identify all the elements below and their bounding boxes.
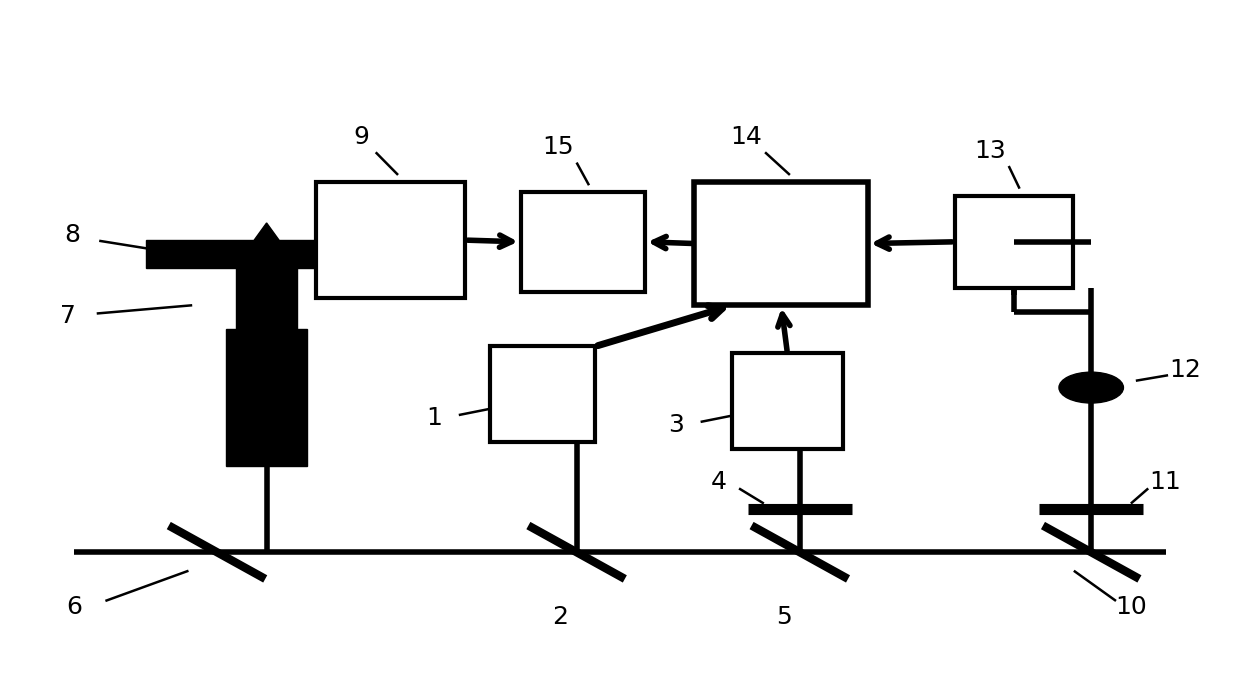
Polygon shape [146, 240, 316, 268]
Polygon shape [236, 268, 296, 329]
Text: 14: 14 [730, 126, 763, 149]
Text: 5: 5 [776, 606, 791, 629]
Text: 12: 12 [1169, 359, 1202, 382]
Text: 4: 4 [712, 470, 727, 493]
Text: 10: 10 [1115, 595, 1147, 619]
Polygon shape [254, 223, 279, 240]
Text: 9: 9 [353, 126, 368, 149]
Text: 15: 15 [542, 136, 574, 159]
Text: 7: 7 [61, 304, 76, 327]
Text: 6: 6 [67, 595, 82, 619]
FancyBboxPatch shape [521, 192, 645, 292]
Text: 11: 11 [1149, 470, 1182, 493]
Text: 8: 8 [64, 223, 79, 246]
FancyBboxPatch shape [955, 196, 1073, 288]
Polygon shape [226, 329, 306, 466]
Text: 1: 1 [427, 407, 441, 430]
Text: 13: 13 [975, 139, 1006, 163]
FancyBboxPatch shape [732, 353, 843, 449]
Text: 2: 2 [553, 606, 568, 629]
FancyBboxPatch shape [490, 346, 595, 442]
Ellipse shape [1059, 372, 1123, 403]
FancyBboxPatch shape [316, 182, 465, 298]
FancyBboxPatch shape [694, 182, 868, 305]
Text: 3: 3 [668, 414, 683, 437]
